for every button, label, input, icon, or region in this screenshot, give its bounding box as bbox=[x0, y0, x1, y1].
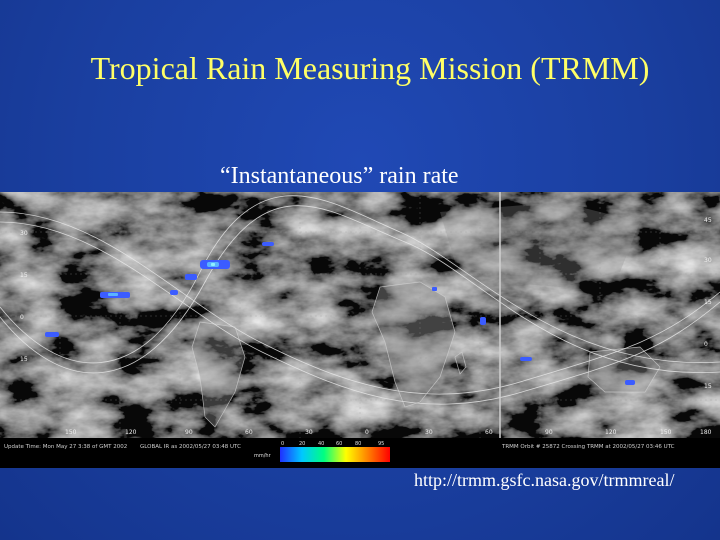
asia-landmass bbox=[440, 202, 640, 287]
lat-label-right: 15 bbox=[704, 383, 712, 390]
update-time: Update Time: Mon May 27 3:38 of GMT 2002 bbox=[4, 444, 127, 450]
legend-ticks: 0 20 40 60 80 95 bbox=[281, 441, 384, 447]
lon-label: 180 bbox=[700, 429, 712, 436]
lon-label: 30 bbox=[305, 429, 313, 436]
source-url[interactable]: http://trmm.gsfc.nasa.gov/trmmreal/ bbox=[414, 470, 675, 490]
slide-title: Tropical Rain Measuring Mission (TRMM) bbox=[90, 50, 650, 86]
slide-subtitle: “Instantaneous” rain rate bbox=[220, 163, 459, 189]
lon-label: 150 bbox=[65, 429, 77, 436]
orbit-tracks bbox=[0, 195, 720, 405]
lon-label: 30 bbox=[425, 429, 433, 436]
latitude-labels: 30 15 0 15 45 30 15 0 15 bbox=[20, 217, 712, 390]
lat-label-left: 30 bbox=[20, 230, 28, 237]
lon-label: 120 bbox=[125, 429, 137, 436]
lon-label: 150 bbox=[660, 429, 672, 436]
lat-label-left: 15 bbox=[20, 272, 28, 279]
lat-label-left: 0 bbox=[20, 314, 24, 321]
legend-unit: mm/hr bbox=[254, 453, 272, 459]
rain-rate-overlay bbox=[45, 242, 635, 385]
lon-label: 60 bbox=[485, 429, 493, 436]
lon-label: 0 bbox=[365, 429, 369, 436]
south-america-landmass bbox=[192, 322, 245, 427]
rain-rate-legend-bar bbox=[280, 447, 390, 462]
satellite-ir-map: 150 120 90 60 30 0 30 60 90 120 150 180 … bbox=[0, 192, 720, 468]
lat-label-right: 45 bbox=[704, 217, 712, 224]
legend-tick: 40 bbox=[318, 441, 324, 447]
lat-label-right: 30 bbox=[704, 257, 712, 264]
lat-label-right: 15 bbox=[704, 299, 712, 306]
africa-landmass bbox=[372, 282, 455, 407]
legend-tick: 20 bbox=[299, 441, 305, 447]
orbit-info: TRMM Orbit # 25872 Crossing TRMM at 2002… bbox=[501, 444, 675, 450]
legend-tick: 95 bbox=[378, 441, 384, 447]
satellite-map-image: 150 120 90 60 30 0 30 60 90 120 150 180 … bbox=[0, 192, 720, 468]
australia-landmass bbox=[588, 347, 660, 392]
footer-text: Update Time: Mon May 27 3:38 of GMT 2002… bbox=[4, 444, 675, 450]
lat-lon-grid bbox=[0, 192, 720, 438]
legend-tick: 60 bbox=[336, 441, 342, 447]
lon-label: 120 bbox=[605, 429, 617, 436]
longitude-labels: 150 120 90 60 30 0 30 60 90 120 150 180 bbox=[65, 429, 712, 436]
legend-tick: 0 bbox=[281, 441, 284, 447]
lat-label-left: 15 bbox=[20, 356, 28, 363]
image-time: GLOBAL IR as 2002/05/27 03:48 UTC bbox=[140, 444, 241, 450]
legend-tick: 80 bbox=[355, 441, 361, 447]
lon-label: 60 bbox=[245, 429, 253, 436]
lon-label: 90 bbox=[545, 429, 553, 436]
lat-label-right: 0 bbox=[704, 341, 708, 348]
lon-label: 90 bbox=[185, 429, 193, 436]
